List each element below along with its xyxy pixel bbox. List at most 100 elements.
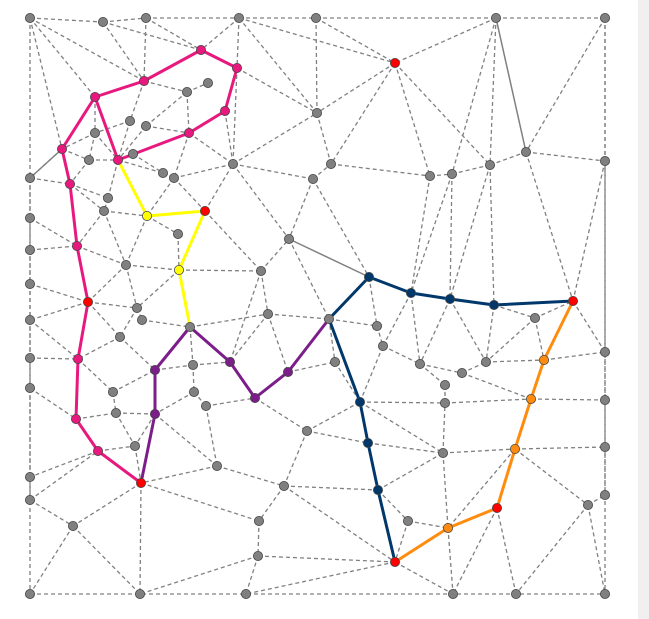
dashed-edge xyxy=(103,210,148,217)
graph-node xyxy=(231,63,242,74)
dashed-edge xyxy=(69,183,105,212)
dashed-edge xyxy=(530,398,606,401)
dashed-edge xyxy=(186,91,190,134)
dashed-edge xyxy=(315,17,318,114)
dashed-edge xyxy=(205,397,256,407)
dashed-edge xyxy=(29,17,63,150)
dashed-edge xyxy=(493,304,536,319)
dashed-edge xyxy=(485,304,495,363)
dashed-edge xyxy=(94,132,119,161)
graph-node xyxy=(262,308,273,319)
graph-node xyxy=(363,271,374,282)
graph-node xyxy=(490,12,501,23)
graph-node xyxy=(530,312,541,323)
dashed-edge xyxy=(525,151,574,302)
dashed-edge xyxy=(139,555,259,595)
graph-node xyxy=(24,314,35,325)
graph-node xyxy=(480,356,491,367)
dashed-edge xyxy=(29,217,78,247)
dashed-edge xyxy=(534,317,545,361)
dashed-edge xyxy=(115,412,156,415)
terminal-node xyxy=(135,477,146,488)
graph-node xyxy=(131,302,142,313)
dashed-edge xyxy=(200,17,240,51)
dashed-edge xyxy=(115,412,136,447)
dashed-edge xyxy=(29,499,74,527)
dashed-edge xyxy=(236,67,318,114)
dashed-edge xyxy=(444,398,532,404)
graph-node xyxy=(72,240,83,251)
dashed-edge xyxy=(229,313,269,363)
dashed-edge xyxy=(145,91,188,127)
dashed-edge xyxy=(29,17,96,98)
graph-node xyxy=(127,148,138,159)
graph-node xyxy=(442,523,453,534)
dashed-edge xyxy=(245,555,259,595)
dashed-edge xyxy=(29,17,145,82)
dashed-edge xyxy=(224,110,234,165)
graph-node xyxy=(456,367,467,378)
dashed-edge xyxy=(447,448,516,529)
dashed-edge xyxy=(254,397,308,432)
dashed-edge xyxy=(119,336,156,371)
dashed-edge xyxy=(260,238,290,272)
dashed-edge xyxy=(61,132,96,150)
graph-node xyxy=(57,143,68,154)
graph-node xyxy=(354,396,365,407)
graph-node xyxy=(24,212,35,223)
dashed-edge xyxy=(117,159,164,174)
dashed-edge xyxy=(177,233,180,271)
terminal-node xyxy=(389,557,400,568)
graph-node xyxy=(121,259,132,270)
dashed-edge xyxy=(419,363,463,374)
graph-node xyxy=(129,440,140,451)
graph-node xyxy=(539,354,550,365)
dashed-edge xyxy=(189,313,269,328)
dashed-edge xyxy=(29,283,89,303)
graph-node xyxy=(24,589,35,600)
dashed-edge xyxy=(29,450,99,478)
graph-node xyxy=(424,170,435,181)
dashed-edge xyxy=(287,361,336,373)
dashed-edge xyxy=(245,561,396,595)
graph-node xyxy=(157,167,168,178)
dashed-edge xyxy=(451,17,497,175)
dashed-edge xyxy=(587,504,606,595)
dashed-edge xyxy=(107,159,119,199)
dashed-edge xyxy=(451,164,491,175)
graph-node xyxy=(307,173,318,184)
path-segment xyxy=(139,317,331,485)
dashed-edge xyxy=(449,173,453,300)
graph-node xyxy=(200,400,211,411)
dashed-edge xyxy=(102,21,145,82)
path-segment xyxy=(393,299,575,564)
terminal-node xyxy=(199,205,210,216)
graph-node xyxy=(140,121,151,132)
dashed-edge xyxy=(394,62,491,166)
dashed-edge xyxy=(103,210,127,266)
dashed-edge xyxy=(334,361,361,403)
graph-node xyxy=(93,445,104,456)
dashed-edge xyxy=(29,301,89,321)
dashed-edge xyxy=(449,298,487,363)
graph-node xyxy=(195,45,206,56)
graph-node xyxy=(184,321,195,332)
graph-node xyxy=(90,92,101,103)
dashed-edge xyxy=(258,485,285,522)
graph-node xyxy=(252,551,263,562)
dashed-edge xyxy=(143,17,147,82)
dashed-edge xyxy=(515,504,589,595)
dashed-edge xyxy=(134,445,142,484)
dashed-edge xyxy=(232,163,314,180)
dashed-edge xyxy=(146,215,179,235)
dashed-edge xyxy=(236,17,240,69)
dashed-edge xyxy=(572,300,606,353)
dashed-edge xyxy=(359,401,444,454)
dashed-edge xyxy=(140,482,260,522)
dashed-edge xyxy=(410,292,421,365)
graph-node xyxy=(136,314,147,325)
graph-node xyxy=(301,425,312,436)
dashed-edge xyxy=(367,442,444,454)
dashed-edge xyxy=(306,401,361,432)
dashed-edge xyxy=(75,412,117,420)
